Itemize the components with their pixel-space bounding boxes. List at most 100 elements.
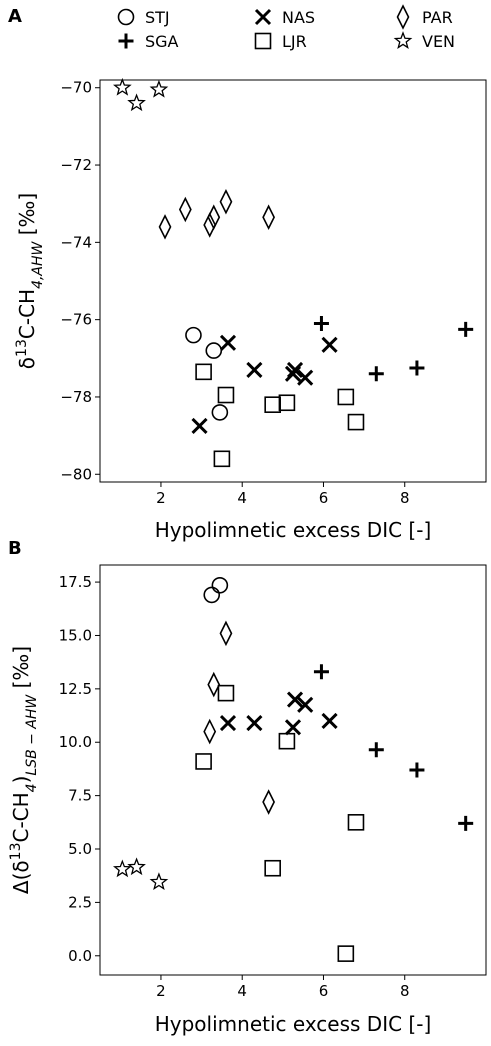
- legend-label-ven: VEN: [422, 32, 455, 51]
- point-sga: [409, 360, 425, 376]
- point-nas: [321, 712, 338, 729]
- y-tick-label: −76: [60, 311, 92, 329]
- y-tick-label: 10.0: [59, 733, 92, 751]
- x-tick-label: 8: [400, 489, 410, 507]
- point-nas: [286, 361, 304, 378]
- y-axis-label-a: δ13C-CH4,AHW [‰]: [14, 193, 46, 369]
- point-ljr: [217, 386, 235, 404]
- point-sga: [313, 316, 329, 332]
- point-ljr: [278, 732, 296, 750]
- panel-label-b: B: [8, 538, 22, 559]
- x-tick-label: 4: [237, 489, 247, 507]
- data-points-a: [113, 77, 474, 468]
- point-ljr: [217, 684, 235, 702]
- y-axis-a: −80 −78 −76 −74 −72 −70: [60, 79, 100, 483]
- point-nas: [246, 714, 263, 732]
- legend-marker-ljr: [254, 32, 272, 50]
- point-par: [262, 204, 276, 231]
- point-sga: [368, 742, 384, 758]
- point-par: [219, 620, 233, 647]
- point-nas: [219, 714, 237, 732]
- point-ljr: [195, 363, 212, 381]
- point-par: [219, 188, 233, 215]
- point-stj: [203, 586, 221, 604]
- x-axis-a: 2 4 6 8: [156, 482, 410, 507]
- legend-label-stj: STJ: [145, 8, 170, 27]
- point-nas: [321, 336, 338, 353]
- legend-marker-par: [396, 4, 410, 30]
- point-ven: [127, 857, 146, 876]
- point-nas: [219, 334, 237, 351]
- point-ven: [113, 859, 132, 878]
- plot-frame-b: [99, 564, 487, 976]
- legend: STJ SGA NAS LJR PAR VEN: [117, 4, 455, 51]
- point-sga: [458, 321, 474, 337]
- x-tick-label: 2: [156, 982, 166, 1000]
- y-tick-label: −74: [60, 233, 92, 251]
- y-tick-label: 7.5: [68, 787, 92, 805]
- point-ljr: [195, 753, 212, 770]
- point-nas: [246, 361, 263, 378]
- point-ljr: [264, 859, 281, 877]
- point-stj: [205, 342, 223, 359]
- point-stj: [211, 576, 229, 594]
- point-par: [207, 204, 221, 231]
- point-ven: [113, 77, 132, 96]
- point-nas: [284, 719, 302, 736]
- point-nas: [191, 417, 208, 435]
- panel-b: B 2 4 6 8 0.0 2.5 5.0 7.5 10.0 12.5 15.0 17.5 Hypo…: [8, 538, 487, 1036]
- legend-marker-nas: [254, 8, 272, 26]
- y-tick-label: −80: [60, 465, 92, 483]
- x-axis-label-b: Hypolimnetic excess DIC [-]: [155, 1012, 432, 1036]
- panel-label-a: A: [8, 6, 22, 27]
- legend-marker-ven: [393, 31, 413, 49]
- point-nas: [286, 691, 304, 708]
- y-axis-b: 0.0 2.5 5.0 7.5 10.0 12.5 15.0 17.5: [59, 573, 100, 965]
- point-sga: [368, 366, 384, 382]
- x-axis-label-a: Hypolimnetic excess DIC [-]: [155, 518, 432, 542]
- point-nas: [297, 696, 314, 713]
- x-tick-label: 6: [319, 489, 329, 507]
- point-ven: [149, 79, 169, 98]
- y-tick-label: −70: [60, 79, 92, 97]
- point-ven: [127, 93, 146, 112]
- x-tick-label: 2: [156, 489, 166, 507]
- legend-marker-sga: [118, 33, 134, 49]
- point-sga: [313, 664, 329, 680]
- legend-label-nas: NAS: [282, 8, 315, 27]
- y-tick-label: 0.0: [68, 947, 92, 965]
- point-nas: [297, 369, 314, 386]
- point-stj: [185, 326, 202, 344]
- point-par: [203, 212, 217, 238]
- point-ljr: [347, 814, 365, 831]
- point-ljr: [213, 450, 231, 468]
- point-ljr: [278, 394, 296, 412]
- y-tick-label: 12.5: [59, 680, 92, 698]
- point-par: [262, 789, 276, 815]
- plot-frame-a: [99, 79, 487, 483]
- panel-a: A 2 4 6 8 −80 −78 −76 −74 −72 −70 Hypolimnetic e…: [8, 6, 487, 542]
- y-tick-label: 5.0: [68, 840, 92, 858]
- point-ljr: [337, 388, 355, 406]
- point-sga: [409, 762, 425, 778]
- y-tick-label: 15.0: [59, 626, 92, 644]
- legend-label-sga: SGA: [145, 32, 179, 51]
- point-ven: [149, 872, 169, 891]
- y-tick-label: −78: [60, 388, 92, 406]
- x-tick-label: 8: [400, 982, 410, 1000]
- point-ljr: [337, 945, 355, 962]
- y-tick-label: −72: [60, 156, 92, 174]
- x-axis-b: 2 4 6 8: [156, 975, 410, 1000]
- x-tick-label: 6: [319, 982, 329, 1000]
- y-axis-label-b: Δ(δ13C-CH4)LSB − AHW [‰]: [8, 646, 40, 894]
- legend-label-par: PAR: [422, 8, 453, 27]
- point-ljr: [347, 413, 365, 431]
- point-ljr: [264, 396, 281, 413]
- point-par: [158, 214, 172, 240]
- x-tick-label: 4: [237, 982, 247, 1000]
- point-par: [207, 671, 221, 698]
- data-points-b: [113, 576, 474, 962]
- legend-label-ljr: LJR: [282, 32, 307, 51]
- point-sga: [458, 815, 474, 831]
